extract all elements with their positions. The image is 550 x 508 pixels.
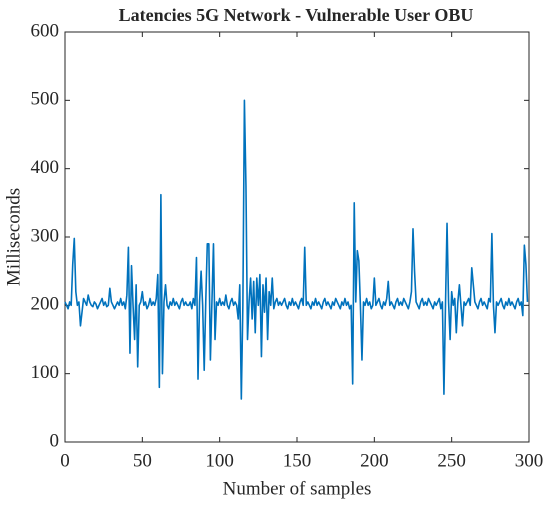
chart-title: Latencies 5G Network - Vulnerable User O…	[119, 5, 474, 25]
data-line	[64, 99, 529, 400]
x-tick-label: 250	[437, 450, 466, 471]
y-tick-label: 400	[31, 157, 60, 178]
y-tick-label: 200	[31, 294, 60, 315]
x-tick-label: 300	[515, 450, 544, 471]
x-tick-label: 0	[60, 450, 70, 471]
y-tick-label: 300	[31, 225, 60, 246]
plot-frame	[64, 31, 530, 443]
x-axis-label: Number of samples	[223, 478, 372, 499]
y-tick-label: 600	[31, 20, 60, 41]
x-tick-label: 200	[360, 450, 389, 471]
y-tick-label: 100	[31, 362, 60, 383]
x-tick-label: 100	[205, 450, 234, 471]
x-tick-label: 50	[133, 450, 152, 471]
y-tick-label: 0	[50, 430, 60, 451]
y-tick-label: 500	[31, 89, 60, 110]
y-axis-label: Milliseconds	[3, 188, 24, 286]
x-tick-label: 150	[283, 450, 312, 471]
